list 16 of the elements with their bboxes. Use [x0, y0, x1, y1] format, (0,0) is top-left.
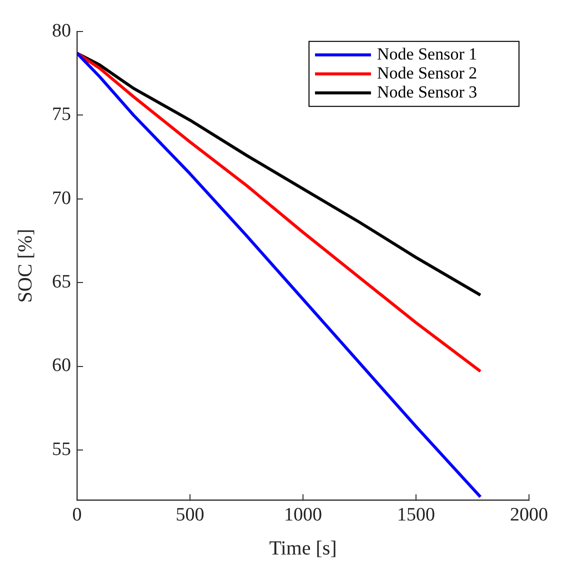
- y-tick-label: 80: [52, 20, 71, 42]
- y-axis-title: SOC [%]: [14, 228, 36, 303]
- x-tick-label: 1500: [397, 504, 435, 526]
- legend-label: Node Sensor 2: [377, 63, 478, 82]
- x-tick-label: 1000: [284, 504, 322, 526]
- legend-label: Node Sensor 3: [377, 82, 478, 102]
- x-tick-label: 500: [176, 504, 204, 526]
- y-tick-label: 75: [52, 104, 71, 126]
- x-axis-title: Time [s]: [269, 537, 337, 560]
- y-tick-label: 55: [52, 438, 71, 460]
- y-tick-label: 65: [52, 272, 71, 293]
- legend-label: Node Sensor 1: [377, 44, 478, 64]
- x-tick-label: 2000: [510, 504, 548, 526]
- y-tick-label: 60: [52, 355, 71, 376]
- x-tick-label: 0: [72, 504, 82, 526]
- y-tick-label: 70: [52, 188, 71, 209]
